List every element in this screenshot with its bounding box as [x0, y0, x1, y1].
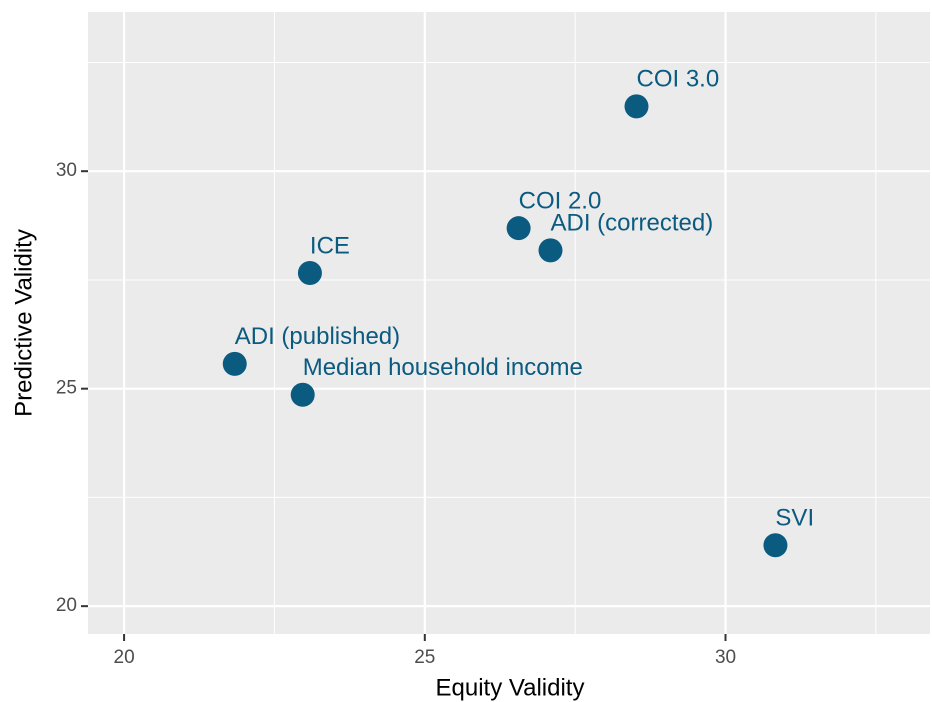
- x-axis-title: Equity Validity: [436, 674, 585, 701]
- point-label: ADI (corrected): [550, 210, 713, 237]
- point-label: ICE: [310, 232, 350, 259]
- point: [624, 94, 649, 119]
- point-label: SVI: [775, 505, 814, 532]
- point: [297, 260, 322, 285]
- point: [506, 216, 531, 241]
- x-tick-label: 20: [114, 647, 135, 668]
- y-axis-title: Predictive Validity: [10, 229, 37, 417]
- y-tick-label: 20: [56, 595, 77, 616]
- x-tick-label: 25: [414, 647, 435, 668]
- point-label: COI 3.0: [637, 66, 720, 93]
- x-tick-label: 30: [715, 647, 736, 668]
- point: [222, 351, 247, 376]
- point: [290, 382, 315, 407]
- y-tick-label: 25: [56, 378, 77, 399]
- panel: [88, 12, 930, 634]
- point-label: COI 2.0: [519, 188, 602, 215]
- y-tick-label: 30: [56, 160, 77, 181]
- point-label: Median household income: [303, 354, 583, 381]
- point: [763, 533, 788, 558]
- point-label: ADI (published): [235, 323, 400, 350]
- point: [538, 238, 563, 263]
